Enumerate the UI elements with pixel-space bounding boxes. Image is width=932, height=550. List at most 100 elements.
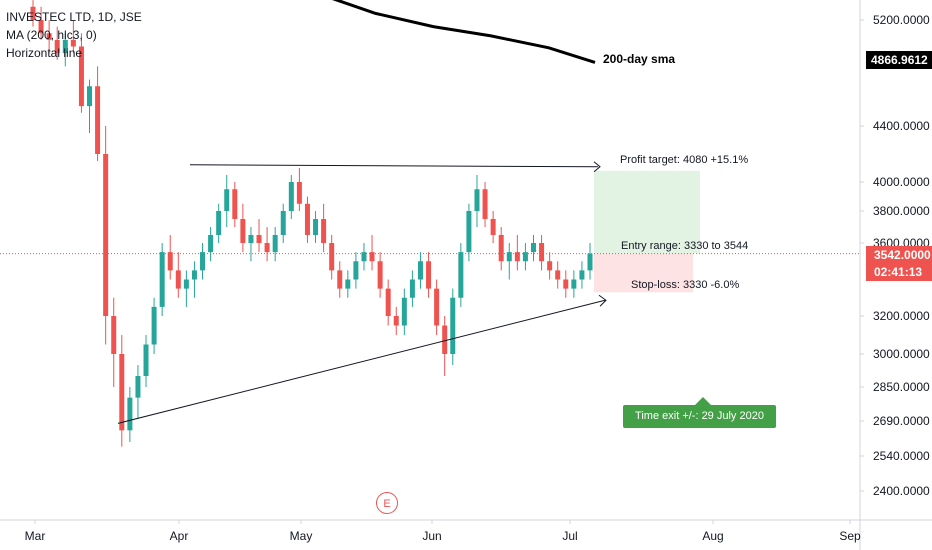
legend-ma: MA (200, hlc3, 0) (6, 28, 97, 42)
candle-body (571, 279, 577, 289)
candle-body (321, 219, 327, 243)
candle-body (216, 211, 222, 235)
candle-body (587, 253, 593, 271)
candle-body (539, 243, 545, 262)
candle-body (442, 325, 448, 354)
profit-target-label: Profit target: 4080 +15.1% (620, 154, 749, 166)
candle-body (30, 6, 36, 20)
entry-range-label: Entry range: 3330 to 3544 (621, 240, 749, 252)
candle-body (256, 235, 262, 243)
candle-body (514, 252, 520, 262)
chart-legend: INVESTEC LTD, 1D, JSE MA (200, hlc3, 0) … (6, 8, 142, 62)
candle-body (498, 235, 504, 262)
bar-timer-label: 02:41:13 (866, 264, 932, 281)
candle-body (361, 252, 367, 262)
candle-body (377, 261, 383, 289)
candle-body (119, 354, 125, 431)
candle-body (248, 235, 254, 243)
current-price-label: 3542.0000 (866, 246, 932, 264)
candle-body (135, 376, 141, 398)
time-tick-label: May (290, 529, 313, 543)
candle-body (426, 261, 432, 289)
candle-body (304, 203, 310, 235)
price-tick-label: 2400.0000 (873, 484, 930, 498)
candle-body (385, 288, 391, 316)
sma-200-line (332, 0, 596, 64)
candle-body (264, 243, 270, 253)
candle-body (240, 219, 246, 243)
time-tick-label: Mar (25, 529, 46, 543)
candle-body (38, 20, 44, 34)
candle-body (143, 344, 149, 376)
earnings-event-marker[interactable]: E (376, 492, 398, 514)
candle-body (200, 252, 206, 271)
candle-body (353, 261, 359, 280)
stop-zone (594, 253, 693, 293)
candle-body (54, 39, 60, 54)
candle-body (313, 219, 319, 235)
candle-body (183, 279, 189, 289)
time-tick-label: Jul (562, 529, 577, 543)
price-tick-label: 2690.0000 (873, 414, 930, 428)
time-exit-label: Time exit +/-: 29 July 2020 (623, 397, 776, 428)
candle-body (288, 182, 294, 211)
support-arrow (598, 294, 607, 307)
profit-zone (594, 170, 700, 254)
price-tick-label: 3000.0000 (873, 347, 930, 361)
candle-body (95, 86, 101, 154)
legend-symbol: INVESTEC LTD, 1D, JSE (6, 10, 142, 24)
price-tick-label: 5200.0000 (873, 13, 930, 27)
candle-body (393, 316, 399, 326)
candle-body (401, 297, 407, 326)
candle-body (151, 306, 157, 345)
candle-body (46, 33, 52, 40)
price-tick-label: 4000.0000 (873, 175, 930, 189)
price-tick-label: 2540.0000 (873, 449, 930, 463)
candle-body (78, 46, 84, 107)
price-tick-label: 2850.0000 (873, 380, 930, 394)
candle-body (232, 189, 238, 219)
candle-body (175, 270, 181, 289)
candle-body (450, 297, 456, 354)
candle-body (482, 189, 488, 219)
candle-body (337, 270, 343, 289)
candle-body (329, 243, 335, 271)
candle-body (547, 261, 553, 271)
stop-loss-label: Stop-loss: 3330 -6.0% (631, 279, 740, 291)
candle-body (224, 189, 230, 211)
ma-price-label: 4866.9612 (866, 51, 932, 69)
candle-body (159, 252, 165, 307)
candle-body (474, 189, 480, 211)
candle-body (417, 261, 423, 280)
candle-body (208, 235, 214, 253)
resistance-line (189, 164, 599, 168)
candle-body (111, 316, 117, 354)
candle-body (409, 279, 415, 298)
price-tick-label: 4400.0000 (873, 119, 930, 133)
candle-body (296, 182, 302, 204)
candle-body (490, 219, 496, 235)
candle-body (506, 252, 512, 262)
candle-body (272, 235, 278, 253)
candle-body (458, 252, 464, 298)
candle-body (70, 39, 76, 47)
candle-body (127, 397, 133, 431)
candle-body (280, 211, 286, 235)
price-tick-label: 3800.0000 (873, 204, 930, 218)
candle-body (191, 270, 197, 280)
candle-body (530, 243, 536, 253)
candle-body (87, 86, 93, 107)
candle-body (522, 252, 528, 262)
candle-body (62, 39, 68, 54)
time-tick-label: Aug (702, 529, 723, 543)
candle-body (345, 279, 351, 289)
time-tick-label: Jun (422, 529, 441, 543)
time-tick-label: Apr (170, 529, 189, 543)
resistance-arrow (593, 161, 601, 173)
candle-body (466, 211, 472, 253)
candle-body (579, 270, 585, 280)
time-tick-label: Sep (839, 529, 861, 543)
candle-body (369, 252, 375, 262)
sma-label: 200-day sma (603, 52, 676, 66)
